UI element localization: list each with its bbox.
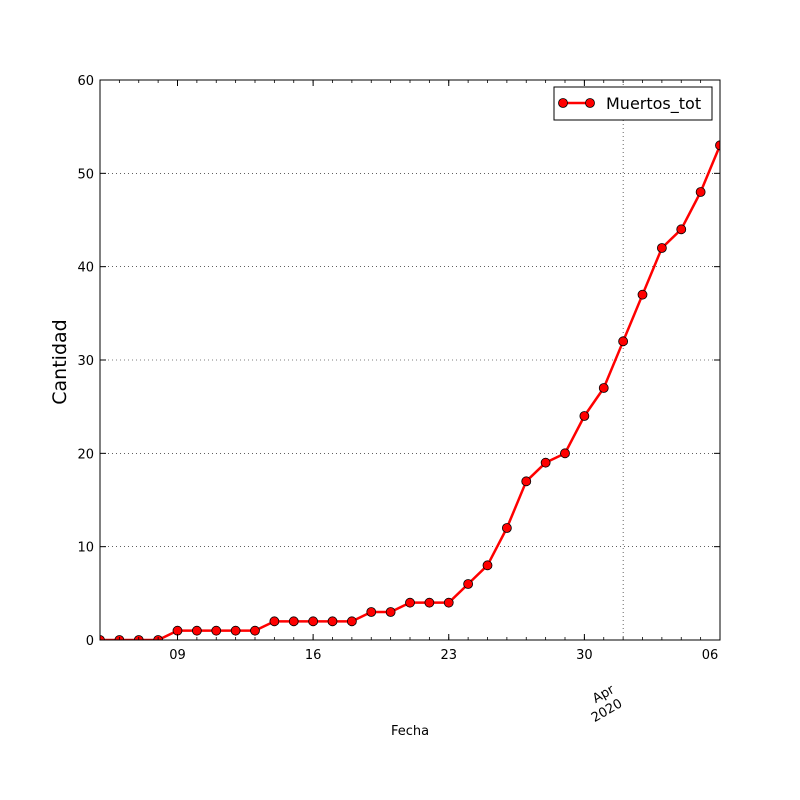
data-point (463, 579, 474, 589)
data-point (482, 560, 493, 571)
data-point (521, 476, 532, 487)
data-point (560, 448, 570, 459)
y-tick-label: 0 (86, 634, 94, 649)
y-tick-label: 30 (77, 354, 94, 369)
y-tick-label: 50 (77, 167, 94, 182)
y-tick-label: 60 (77, 74, 94, 89)
data-point (346, 616, 357, 627)
x-axis-title: Fecha (391, 724, 429, 739)
data-point (211, 625, 222, 636)
data-point (715, 140, 720, 151)
data-point (618, 336, 629, 347)
legend: Muertos_tot (553, 86, 713, 121)
data-point (424, 597, 435, 608)
data-point (100, 635, 105, 640)
data-point (308, 616, 319, 627)
data-point (540, 457, 551, 468)
data-point (637, 289, 648, 300)
data-point (327, 616, 338, 627)
x-tick-label: 30 (576, 648, 593, 663)
data-point (443, 597, 454, 608)
data-point (598, 383, 609, 393)
data-point (191, 625, 202, 636)
x-tick-label: 23 (440, 648, 457, 663)
series-muertos-tot (100, 140, 720, 640)
data-point (172, 625, 183, 636)
data-point (501, 523, 512, 533)
data-point (405, 597, 415, 608)
y-tick-label: 40 (77, 261, 94, 276)
data-point (230, 625, 241, 636)
data-point (269, 616, 280, 627)
y-axis-title: Cantidad (49, 319, 71, 404)
x-tick-label: 09 (169, 648, 186, 663)
legend-marker (558, 98, 568, 108)
data-point (366, 607, 377, 617)
data-point (656, 243, 667, 253)
data-point (676, 224, 687, 235)
data-point (579, 411, 590, 421)
data-point (250, 625, 260, 636)
y-tick-label: 20 (77, 447, 94, 462)
legend-marker (585, 98, 595, 108)
y-tick-label: 10 (77, 541, 94, 556)
data-point (695, 187, 706, 197)
legend-label: Muertos_tot (606, 94, 701, 114)
x-tick-label: 16 (305, 648, 322, 663)
x-tick-label: 06 (702, 648, 719, 663)
data-point (288, 616, 299, 627)
y-axis: 0 10 20 30 40 50 60 (77, 74, 720, 649)
data-point (385, 607, 396, 617)
